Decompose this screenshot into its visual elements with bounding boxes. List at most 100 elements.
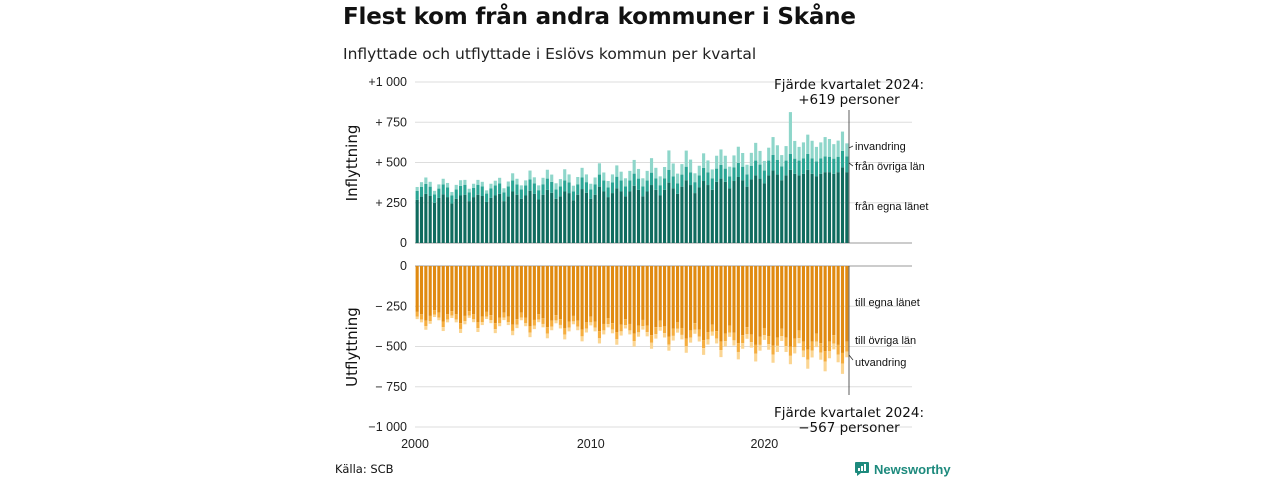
outflow-bar-segment [628, 330, 632, 335]
outflow-bar-segment [780, 328, 784, 337]
inflow-bar-segment [550, 174, 554, 182]
inflow-bar-segment [723, 181, 727, 243]
outflow-bar-segment [636, 325, 641, 333]
outflow-bar-segment [467, 266, 471, 312]
inflow-bar-segment [780, 180, 784, 243]
inflow-bar-segment [610, 174, 615, 183]
outflow-bar-segment [545, 327, 549, 334]
outflow-bar-segment [506, 316, 510, 323]
inflow-bar-segment [732, 155, 736, 168]
chart-subtitle: Inflyttade och utflyttade i Eslövs kommu… [343, 45, 757, 63]
outflow-bar-segment [571, 266, 575, 316]
outflow-bar-segment [654, 327, 658, 335]
inflow-bar-segment [715, 168, 719, 182]
outflow-bar-segment [619, 331, 623, 336]
inflow-bar-segment [424, 177, 428, 184]
inflow-bar-segment [801, 142, 805, 159]
outflow-bar-segment [723, 341, 727, 347]
inflow-bar-segment [762, 170, 766, 184]
inflow-bar-segment [459, 185, 463, 196]
inflow-bar-segment [511, 180, 515, 192]
inflow-bar-segment [693, 193, 697, 243]
outflow-bar-segment [697, 266, 701, 330]
inflow-bar-segment [823, 172, 827, 243]
inflow-bar-segment [662, 178, 667, 190]
outflow-bar-segment [615, 266, 619, 333]
inflow-bar-segment [432, 190, 437, 195]
outflow-bar-segment [593, 321, 597, 328]
outflow-bar-segment [445, 266, 450, 315]
outflow-bar-segment [528, 326, 532, 333]
outflow-bar-segment [797, 338, 801, 344]
inflow-bar-segment [567, 182, 571, 194]
inflow-bar-segment [502, 201, 506, 243]
outflow-bar-segment [784, 346, 788, 352]
inflow-bar-segment [706, 172, 710, 186]
label-fran-ovriga-lan: från övriga län [855, 161, 925, 173]
inflow-bar-segment [545, 178, 549, 190]
inflow-bar-segment [693, 182, 697, 194]
inflow-bar-segment [749, 152, 753, 166]
inflow-bar-segment [662, 167, 667, 179]
inflow-bar-segment [506, 196, 510, 243]
outflow-bar-segment [467, 311, 471, 316]
inflow-bar-segment [680, 186, 684, 243]
inflow-bar-segment [788, 153, 792, 170]
inflow-bar-segment [597, 163, 602, 175]
outflow-bar-segment [445, 314, 450, 320]
outflow-bar-segment [680, 334, 684, 340]
outflow-bar-segment [563, 334, 567, 340]
inflow-bar-segment [571, 191, 575, 201]
outflow-bar-segment [610, 329, 615, 334]
inflow-bar-segment [524, 185, 528, 196]
outflow-bars [415, 266, 849, 374]
outflow-bar-segment [485, 266, 489, 312]
inflow-bar-segment [437, 197, 441, 243]
outflow-bar-segment [554, 320, 558, 324]
outflow-bar-segment [519, 312, 523, 318]
inflow-bar-segment [480, 195, 484, 243]
inflow-bar-segment [827, 138, 832, 157]
inflow-bar-segment [801, 158, 805, 174]
inflow-bar-segment [519, 198, 523, 243]
inflow-bar-segment [584, 182, 588, 193]
xtick-label: 2010 [577, 437, 605, 451]
outflow-bar-segment [493, 323, 497, 330]
outflow-bar-segment [775, 266, 779, 338]
inflow-bar-segment [489, 183, 493, 189]
outflow-bar-segment [771, 266, 775, 346]
outflow-ytick-label: − 250 [375, 299, 407, 313]
inflow-bar-segment [754, 142, 758, 161]
outflow-bar-segment [415, 311, 419, 317]
inflow-bar-segment [710, 189, 714, 243]
inflow-bar-segment [563, 180, 567, 192]
inflow-bar-segment [662, 189, 667, 243]
outflow-bar-segment [537, 266, 541, 315]
inflow-bar-segment [432, 194, 437, 203]
inflow-bar-segment [775, 145, 779, 160]
inflow-bar-segment [445, 187, 450, 198]
inflow-ytick-label: +1 000 [368, 75, 407, 89]
outflow-bar-segment [723, 333, 727, 342]
inflow-bar-segment [550, 192, 554, 243]
outflow-bar-segment [506, 322, 510, 326]
inflow-bar-segment [558, 186, 562, 197]
outflow-bar-segment [710, 266, 714, 325]
inflow-bar-segment [645, 191, 649, 243]
outflow-bar-segment [649, 342, 654, 349]
inflow-ytick-label: 0 [400, 236, 407, 250]
outflow-bar-segment [641, 266, 645, 320]
inflow-bar-segment [437, 188, 441, 198]
outflow-bar-segment [827, 341, 832, 352]
inflow-bar-segment [519, 189, 523, 199]
outflow-bar-segment [472, 314, 476, 320]
outflow-bar-segment [511, 330, 515, 336]
outflow-bar-segment [719, 266, 723, 342]
outflow-bar-segment [502, 266, 506, 313]
outflow-bar-segment [788, 346, 792, 356]
outflow-bar-segment [684, 346, 688, 353]
outflow-bar-segment [567, 327, 571, 332]
outflow-ytick-label: − 500 [375, 340, 407, 354]
outflow-bar-segment [597, 338, 602, 344]
outflow-bar-segment [728, 332, 732, 337]
